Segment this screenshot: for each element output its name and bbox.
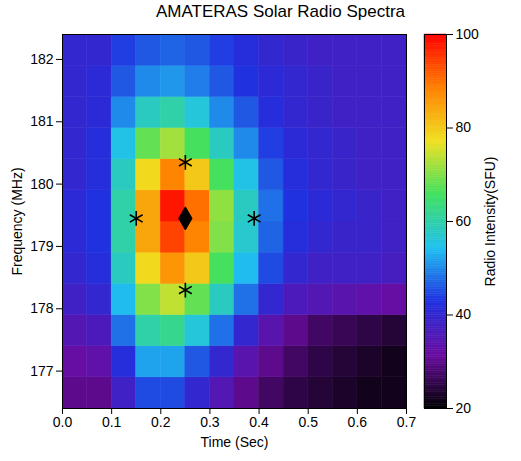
svg-text:0.2: 0.2 — [151, 414, 171, 430]
svg-text:100: 100 — [456, 26, 480, 42]
svg-text:Radio Intensity(SFU): Radio Intensity(SFU) — [482, 157, 498, 287]
svg-text:20: 20 — [456, 400, 472, 416]
svg-text:0.6: 0.6 — [348, 414, 368, 430]
svg-text:178: 178 — [30, 300, 54, 316]
svg-text:0.0: 0.0 — [53, 414, 73, 430]
svg-text:180: 180 — [30, 176, 54, 192]
svg-text:Time (Sec): Time (Sec) — [201, 434, 269, 450]
svg-text:0.5: 0.5 — [298, 414, 318, 430]
svg-text:60: 60 — [456, 213, 472, 229]
svg-text:0.3: 0.3 — [200, 414, 220, 430]
html-text:AMATERAS Solar Radio Spectra: AMATERAS Solar Radio Spectra — [155, 2, 406, 21]
svg-text:0.7: 0.7 — [397, 414, 417, 430]
svg-text:177: 177 — [30, 363, 54, 379]
svg-text:Frequency (MHz): Frequency (MHz) — [9, 167, 25, 275]
svg-text:182: 182 — [30, 51, 54, 67]
svg-text:0.1: 0.1 — [102, 414, 122, 430]
svg-text:181: 181 — [30, 113, 54, 129]
svg-text:179: 179 — [30, 238, 54, 254]
svg-text:0.4: 0.4 — [249, 414, 269, 430]
svg-text:80: 80 — [456, 119, 472, 135]
svg-text:40: 40 — [456, 306, 472, 322]
